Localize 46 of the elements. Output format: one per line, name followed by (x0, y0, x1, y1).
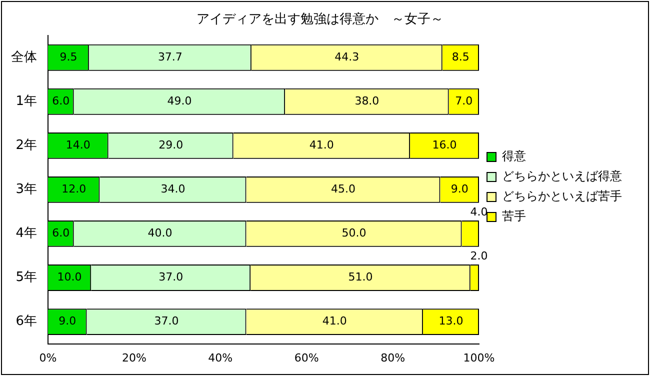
y-tick-label: 5年 (16, 270, 37, 286)
data-label: 2.0 (470, 249, 488, 262)
data-label: 34.0 (160, 182, 186, 196)
x-tick-label: 20% (122, 351, 146, 364)
data-label: 6.0 (52, 94, 70, 108)
data-label: 13.0 (438, 314, 464, 328)
data-label: 14.0 (66, 138, 90, 152)
data-label: 37.7 (158, 50, 182, 64)
data-label: 16.0 (432, 138, 457, 152)
legend-label: 得意 (502, 149, 526, 164)
legend-label: 苦手 (502, 209, 526, 224)
data-label: 4.0 (470, 205, 488, 218)
data-label: 51.0 (348, 270, 373, 284)
data-label: 9.0 (58, 314, 76, 328)
data-label: 41.0 (309, 138, 334, 152)
y-tick-label: 6年 (16, 314, 37, 330)
data-label: 29.0 (158, 138, 184, 152)
data-label: 9.0 (450, 182, 468, 196)
data-label: 41.0 (322, 314, 347, 328)
x-tick-label: 60% (294, 351, 319, 364)
data-label: 50.0 (342, 226, 366, 240)
x-tick-label: 0% (39, 351, 57, 364)
data-label: 45.0 (330, 182, 356, 196)
data-label: 7.0 (455, 94, 473, 108)
y-tick-label: 4年 (16, 226, 37, 242)
y-tick-label: 2年 (16, 138, 37, 154)
data-label: 8.5 (452, 50, 470, 64)
data-label: 40.0 (148, 226, 172, 240)
data-label: 37.0 (154, 314, 179, 328)
data-label: 38.0 (354, 94, 380, 108)
legend-label: どちらかといえば苦手 (502, 189, 622, 204)
data-label: 37.0 (158, 270, 184, 284)
data-label: 10.0 (57, 270, 82, 284)
data-label: 44.3 (334, 50, 360, 64)
y-tick-label: 3年 (16, 182, 37, 198)
y-tick-label: 全体 (11, 50, 37, 65)
data-label: 6.0 (52, 226, 70, 240)
y-tick-label: 1年 (16, 94, 37, 110)
x-tick-label: 80% (380, 351, 406, 364)
data-label: 12.0 (62, 182, 86, 196)
legend-label: どちらかといえば得意 (502, 169, 622, 184)
x-tick-label: 40% (208, 351, 233, 364)
data-label: 49.0 (167, 94, 192, 108)
chart-title: アイディアを出す勉強は得意か ～女子～ (196, 12, 444, 28)
data-label: 9.5 (60, 50, 78, 64)
x-tick-label: 100% (463, 351, 495, 364)
